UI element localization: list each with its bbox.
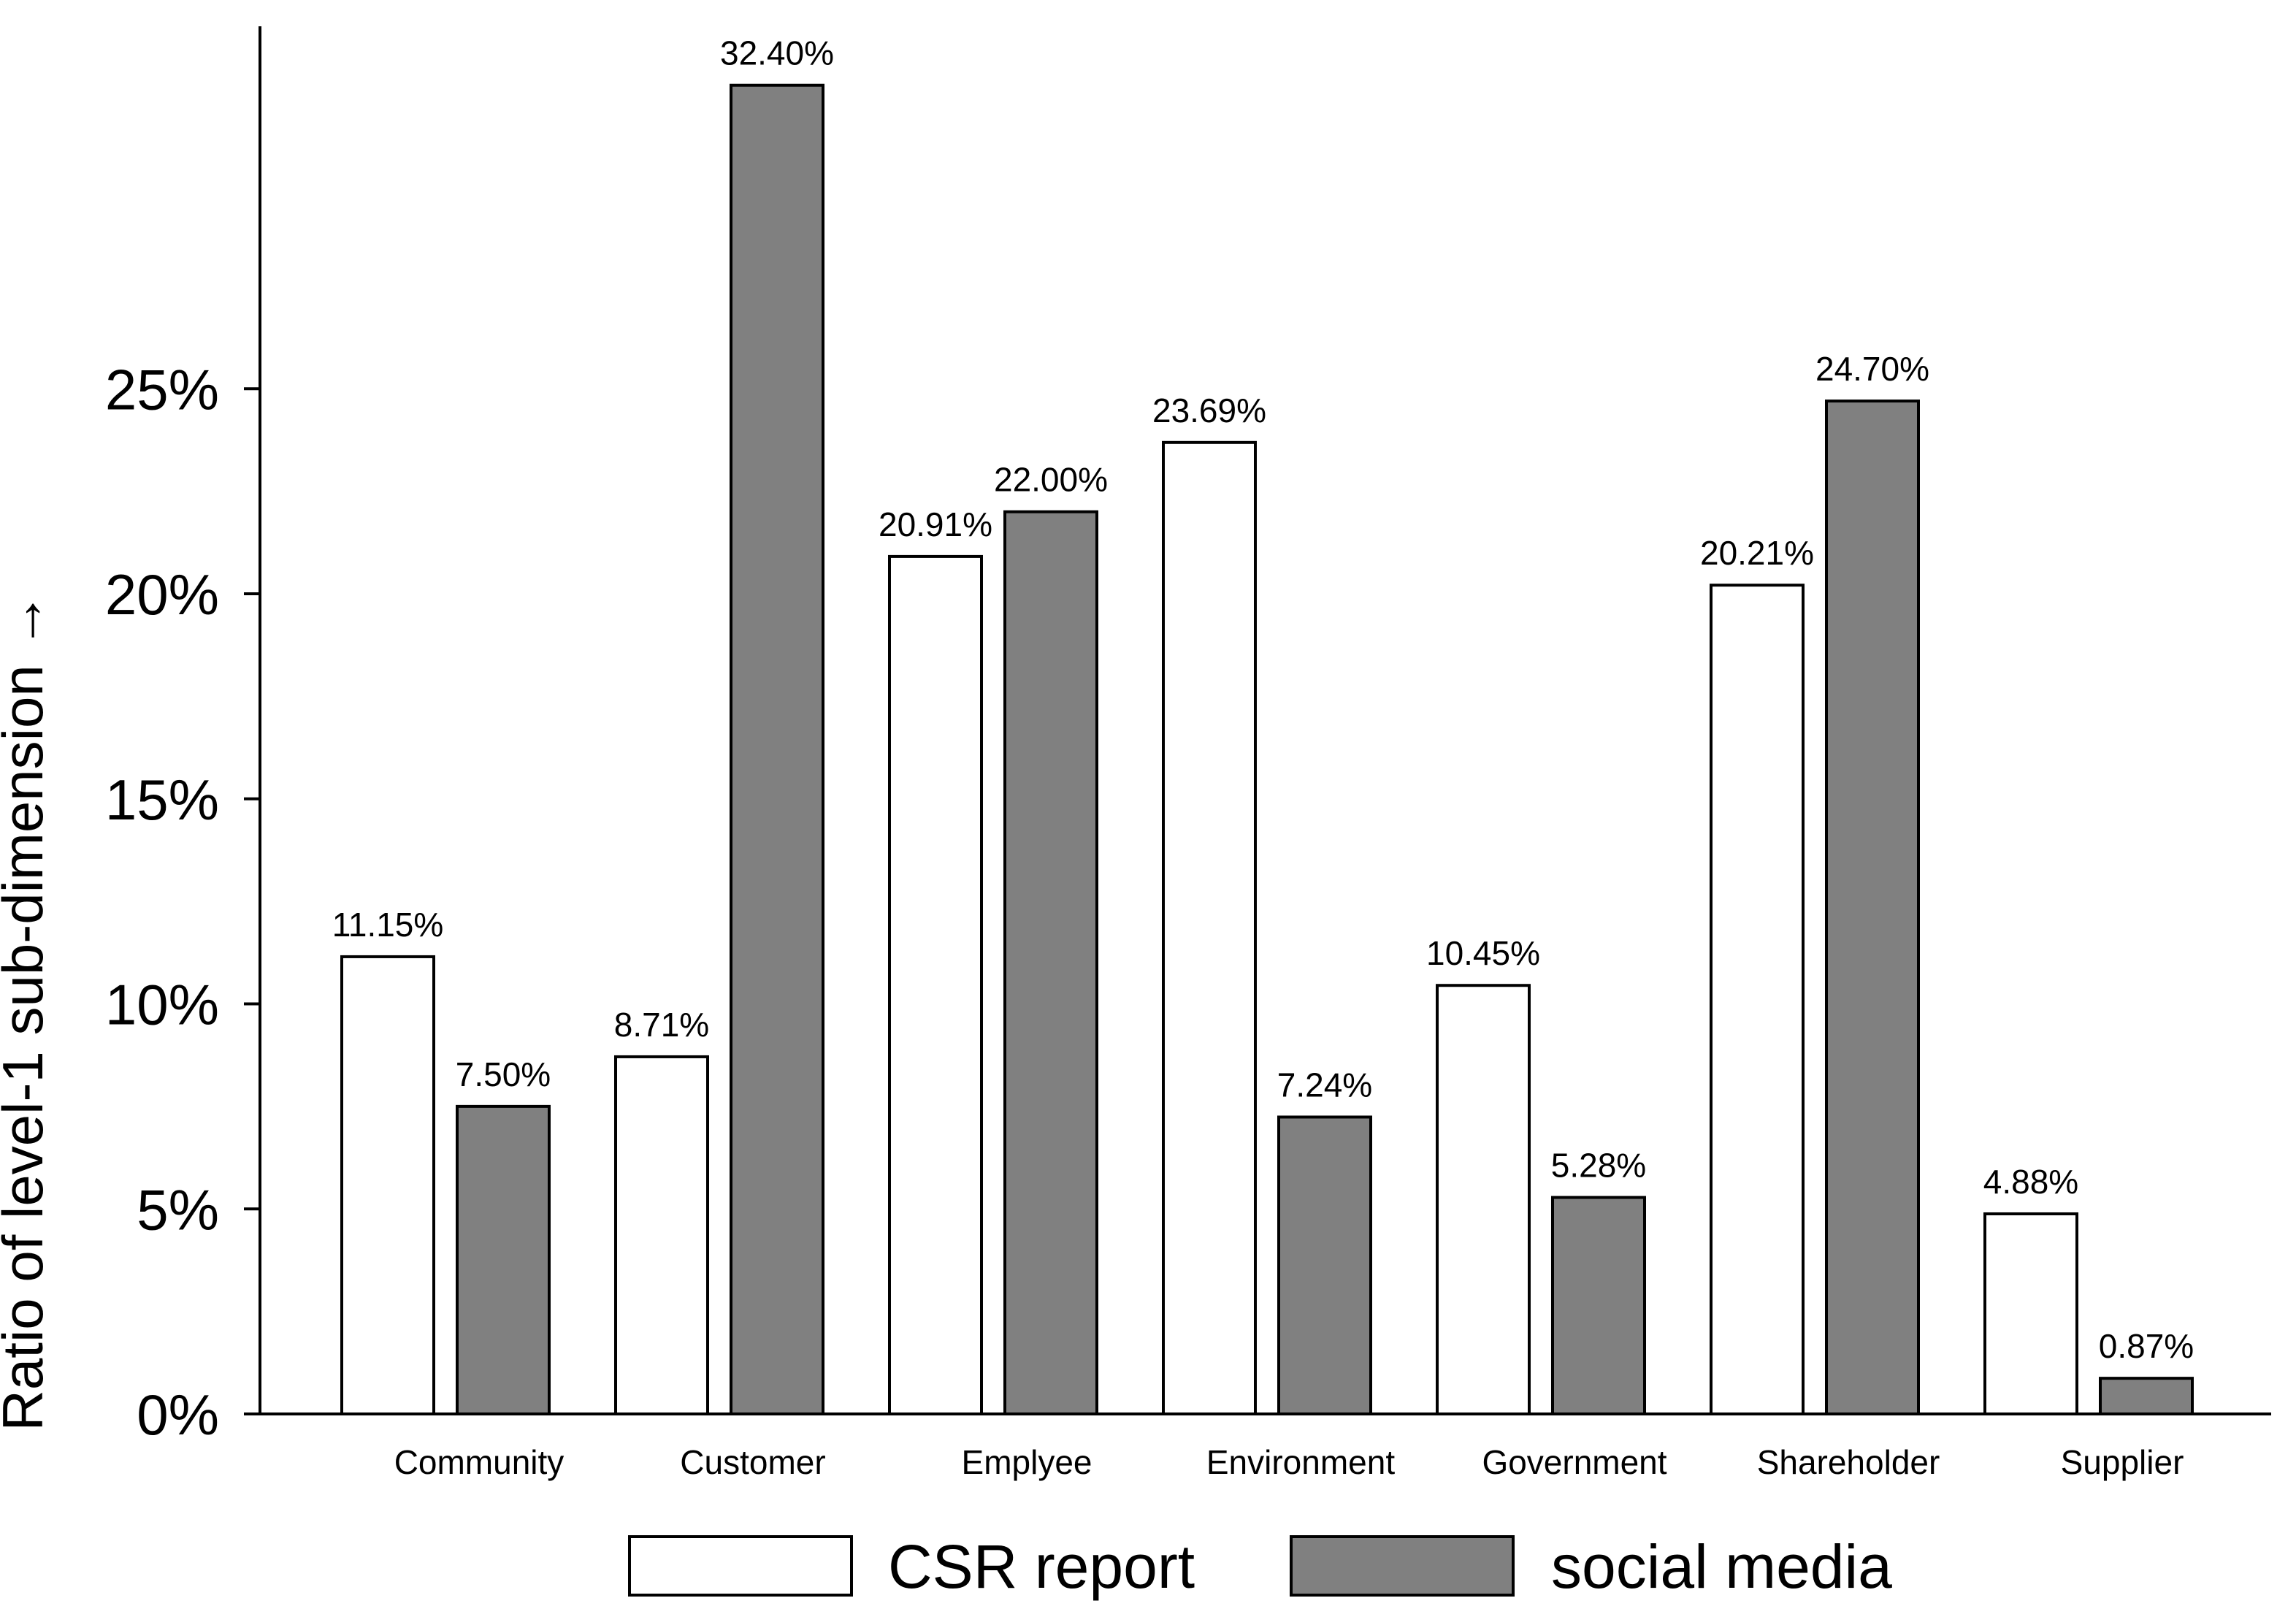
bar-social-media-customer (730, 83, 824, 1416)
y-tick-label: 25% (105, 357, 219, 421)
y-tick-label: 10% (105, 973, 219, 1037)
y-axis-label: Ratio of level-1 sub-dimension → (0, 592, 55, 1431)
y-tick-label: 0% (137, 1383, 219, 1447)
x-tick-label: Environment (1206, 1443, 1395, 1481)
bar-csr-report-customer (614, 1055, 709, 1415)
legend: CSR report social media (628, 1532, 1892, 1601)
bar-csr-report-shareholder (1710, 584, 1805, 1415)
bar-csr-report-government (1436, 984, 1531, 1416)
bar-social-media-emplyee (1003, 510, 1098, 1416)
bar-csr-report-supplier (1983, 1212, 2078, 1416)
data-label: 22.00% (994, 461, 1108, 499)
bar-csr-report-community (340, 955, 435, 1415)
bar-social-media-environment (1277, 1115, 1372, 1415)
data-label: 0.87% (2099, 1327, 2194, 1365)
x-tick-label: Shareholder (1757, 1443, 1940, 1481)
data-labels: 11.15% 7.50% 8.71% 32.40% 20.91%22.00% 23.69%… (332, 34, 2194, 1365)
x-tick-label: Customer (680, 1443, 825, 1481)
x-tick-label: Emplyee (962, 1443, 1092, 1481)
x-tick-label: Community (394, 1443, 565, 1481)
bar-csr-report-emplyee (888, 554, 983, 1416)
data-label: 20.91% (879, 505, 992, 543)
legend-label-csr-report: CSR report (888, 1532, 1195, 1601)
bar-csr-report-environment (1162, 440, 1257, 1415)
legend-swatch-csr-report (628, 1535, 853, 1597)
x-tick-label: Supplier (2061, 1443, 2184, 1481)
data-label: 24.70% (1815, 350, 1929, 388)
y-tick-label: 15% (105, 768, 219, 832)
data-label: 32.40% (720, 34, 834, 72)
data-label: 7.50% (456, 1055, 551, 1093)
data-label: 4.88% (1983, 1163, 2078, 1201)
data-label: 10.45% (1426, 934, 1540, 972)
y-tick-label: 20% (105, 562, 219, 627)
data-label: 7.24% (1277, 1066, 1372, 1104)
data-label: 23.69% (1152, 391, 1266, 429)
bar-social-media-supplier (2099, 1377, 2194, 1416)
bar-social-media-community (456, 1104, 551, 1415)
bar-social-media-government (1551, 1196, 1646, 1415)
x-tick-label: Government (1482, 1443, 1666, 1481)
data-label: 20.21% (1700, 534, 1814, 572)
legend-label-social-media: social media (1551, 1532, 1892, 1601)
axes: 0% 5% 10% 15% 20% 25% Ratio of level-1 sub-dim… (0, 26, 2271, 1481)
bar-social-media-shareholder (1825, 400, 1920, 1415)
legend-swatch-social-media (1290, 1535, 1515, 1597)
data-label: 5.28% (1551, 1147, 1646, 1185)
y-tick-label: 5% (137, 1177, 219, 1242)
bars (340, 83, 2194, 1416)
data-label: 11.15% (332, 906, 444, 944)
data-label: 8.71% (614, 1006, 709, 1044)
